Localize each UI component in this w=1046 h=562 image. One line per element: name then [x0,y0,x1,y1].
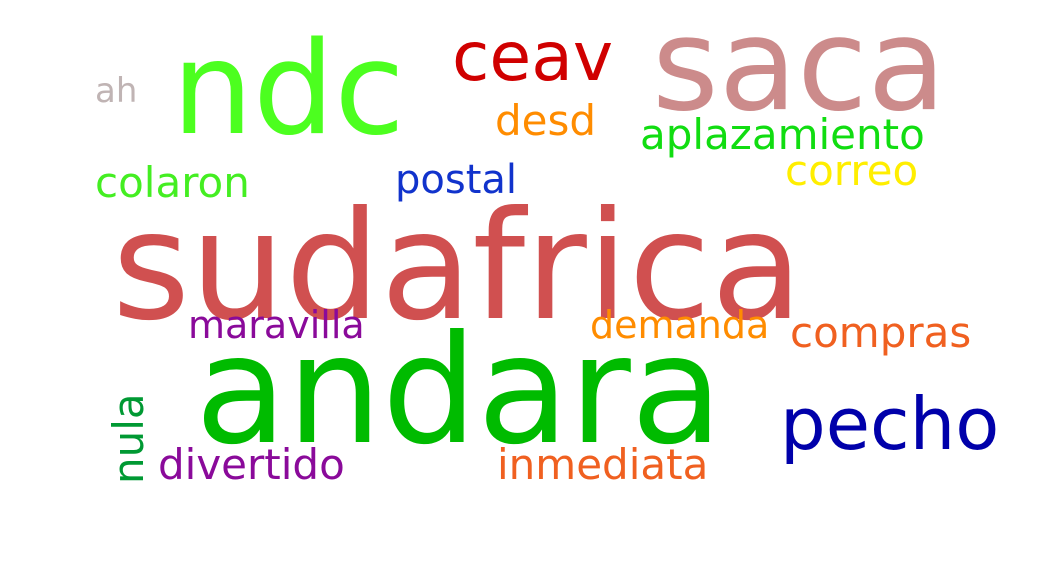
word-aplazamiento: aplazamiento [640,110,925,159]
word-correo: correo [785,146,919,195]
word-postal: postal [395,157,518,203]
word-pecho: pecho [780,382,1000,466]
word-desd: desd [495,96,597,145]
word-sudafrica: sudafrica [112,180,803,354]
word-andara: andara [195,304,723,478]
word-inmediata: inmediata [497,440,709,489]
word-saca: saca [652,0,946,140]
word-compras: compras [790,308,972,357]
word-nula: nula [104,393,153,484]
word-demanda: demanda [590,303,770,347]
word-ceav: ceav [452,18,614,97]
word-divertido: divertido [158,440,345,489]
word-maravilla: maravilla [188,303,365,347]
word-ndc: ndc [172,15,405,164]
word-colaron: colaron [95,158,250,207]
word-ah: ah [95,71,138,111]
